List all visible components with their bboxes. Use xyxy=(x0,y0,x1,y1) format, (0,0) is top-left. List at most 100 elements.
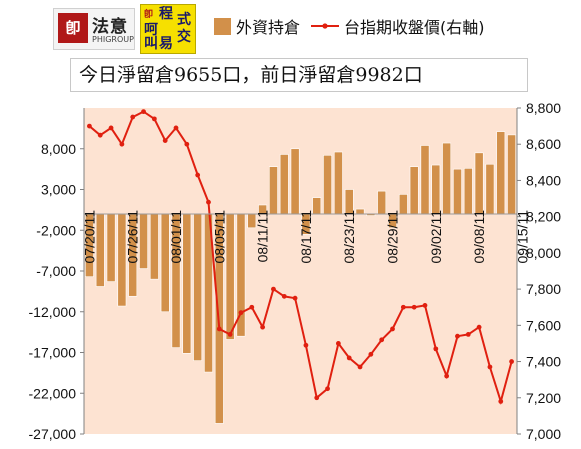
futures-close-point xyxy=(314,395,320,401)
x-axis-label: 08/11/11 xyxy=(255,210,271,263)
futures-close-point xyxy=(108,125,114,131)
futures-close-point xyxy=(271,286,276,292)
program-trading-logo: 卽 程 式 交 易 呵 叫 xyxy=(140,4,196,54)
bar-holding xyxy=(279,154,289,215)
legend-bar-swatch xyxy=(214,17,231,35)
bar-holding xyxy=(463,168,473,215)
right-axis-label: 8,600 xyxy=(526,136,561,152)
slogan-char-4: 易 xyxy=(159,36,173,52)
bar-holding xyxy=(193,213,203,361)
axes: 8,000 3,000 -2,000 -7,000 -12,000 -17,000 -22,… xyxy=(29,100,562,442)
x-axis-label: 07/26/11 xyxy=(125,210,141,264)
right-axis-label: 8,200 xyxy=(526,209,561,225)
legend-line-icon xyxy=(311,23,340,29)
left-axis-label: -17,000 xyxy=(29,345,77,361)
futures-close-point xyxy=(249,304,255,310)
line-series xyxy=(87,109,514,405)
futures-close-line xyxy=(88,110,513,405)
slogan-small-char: 卽 xyxy=(144,10,154,20)
futures-close-point xyxy=(411,304,417,310)
left-axis-label: -27,000 xyxy=(29,426,77,442)
futures-close-point xyxy=(87,123,92,129)
futures-close-point xyxy=(465,331,471,337)
futures-close-point xyxy=(444,373,450,379)
right-axis-label: 7,400 xyxy=(526,354,561,370)
futures-close-point xyxy=(173,125,179,131)
slogan-char-1: 程 xyxy=(159,6,173,22)
futures-close-point xyxy=(357,364,363,370)
bar-holding xyxy=(496,131,506,215)
bar-holding xyxy=(485,163,495,215)
futures-close-point xyxy=(400,304,406,310)
futures-close-point xyxy=(368,351,374,357)
futures-close-point xyxy=(325,386,330,392)
futures-close-point xyxy=(227,331,233,337)
bar-holding xyxy=(323,154,332,215)
left-axis-label: -2,000 xyxy=(36,222,76,238)
futures-close-point xyxy=(487,364,493,370)
futures-close-point xyxy=(346,355,352,361)
bar-holding xyxy=(474,152,484,215)
chart-legend: 外資持倉 台指期收盤價(右軸) xyxy=(214,15,485,37)
bar-holding xyxy=(453,168,462,215)
right-axis-label: 8,000 xyxy=(526,245,561,261)
left-axis-label: -7,000 xyxy=(36,263,76,279)
right-axis-label: 8,400 xyxy=(526,172,561,188)
plot-area xyxy=(84,108,517,434)
futures-close-point xyxy=(292,295,298,301)
futures-close-point xyxy=(509,359,514,364)
brand-sub: PHIGROUP xyxy=(92,35,134,44)
position-banner: 今日淨留倉9655口，前日淨留倉9982口 xyxy=(70,58,528,92)
futures-close-point xyxy=(97,132,103,138)
futures-close-point xyxy=(303,342,309,348)
left-axis-label: 8,000 xyxy=(41,141,76,157)
brand-name: 法意 xyxy=(92,17,128,37)
bar-holding xyxy=(442,142,452,215)
futures-close-point xyxy=(379,337,385,343)
x-axis-label: 09/15/11 xyxy=(514,210,530,264)
bar-holding xyxy=(333,151,343,215)
right-axis-label: 7,800 xyxy=(526,281,561,297)
right-axis-label: 7,600 xyxy=(526,317,561,333)
futures-close-point xyxy=(216,326,222,332)
futures-close-point xyxy=(151,116,157,122)
bar-holding xyxy=(507,134,517,215)
x-axis-label: 08/01/11 xyxy=(168,210,184,264)
futures-close-point xyxy=(195,172,201,178)
left-axis-label: -22,000 xyxy=(29,385,77,401)
bar-holding xyxy=(106,213,116,282)
futures-close-point xyxy=(390,326,395,332)
futures-close-point xyxy=(260,324,266,330)
futures-close-point xyxy=(433,346,439,352)
futures-close-point xyxy=(422,303,428,308)
futures-close-point xyxy=(455,333,460,339)
bar-holding xyxy=(420,145,430,215)
left-axis-label: -12,000 xyxy=(29,304,77,320)
phigroup-logo: 卽 法意 PHIGROUP xyxy=(53,8,135,50)
futures-close-point xyxy=(141,109,146,115)
left-axis-label: 3,000 xyxy=(41,182,76,198)
slogan-char-6: 叫 xyxy=(144,36,158,52)
right-axis-label: 8,800 xyxy=(526,100,561,116)
futures-close-point xyxy=(184,141,190,147)
bar-holding xyxy=(149,213,159,280)
futures-close-point xyxy=(130,114,136,120)
x-axis-label: 08/17/11 xyxy=(298,210,314,264)
futures-close-point xyxy=(206,199,211,205)
bar-holding xyxy=(269,166,278,215)
x-axis-label: 07/20/11 xyxy=(81,210,97,264)
bar-holding xyxy=(290,148,300,215)
right-axis-label: 7,000 xyxy=(526,426,561,442)
futures-close-point xyxy=(498,399,504,404)
bar-holding xyxy=(431,164,441,215)
bar-holding xyxy=(409,166,419,215)
slogan-char-3: 交 xyxy=(177,29,191,45)
futures-close-point xyxy=(119,141,125,147)
legend-bar-label: 外資持倉 xyxy=(236,18,301,37)
x-axis-label: 09/08/11 xyxy=(471,210,487,264)
phigroup-mark: 卽 xyxy=(58,13,88,43)
x-axis-label: 09/02/11 xyxy=(428,210,444,264)
legend-line-label: 台指期收盤價(右軸) xyxy=(344,18,485,37)
futures-close-point xyxy=(238,310,244,316)
